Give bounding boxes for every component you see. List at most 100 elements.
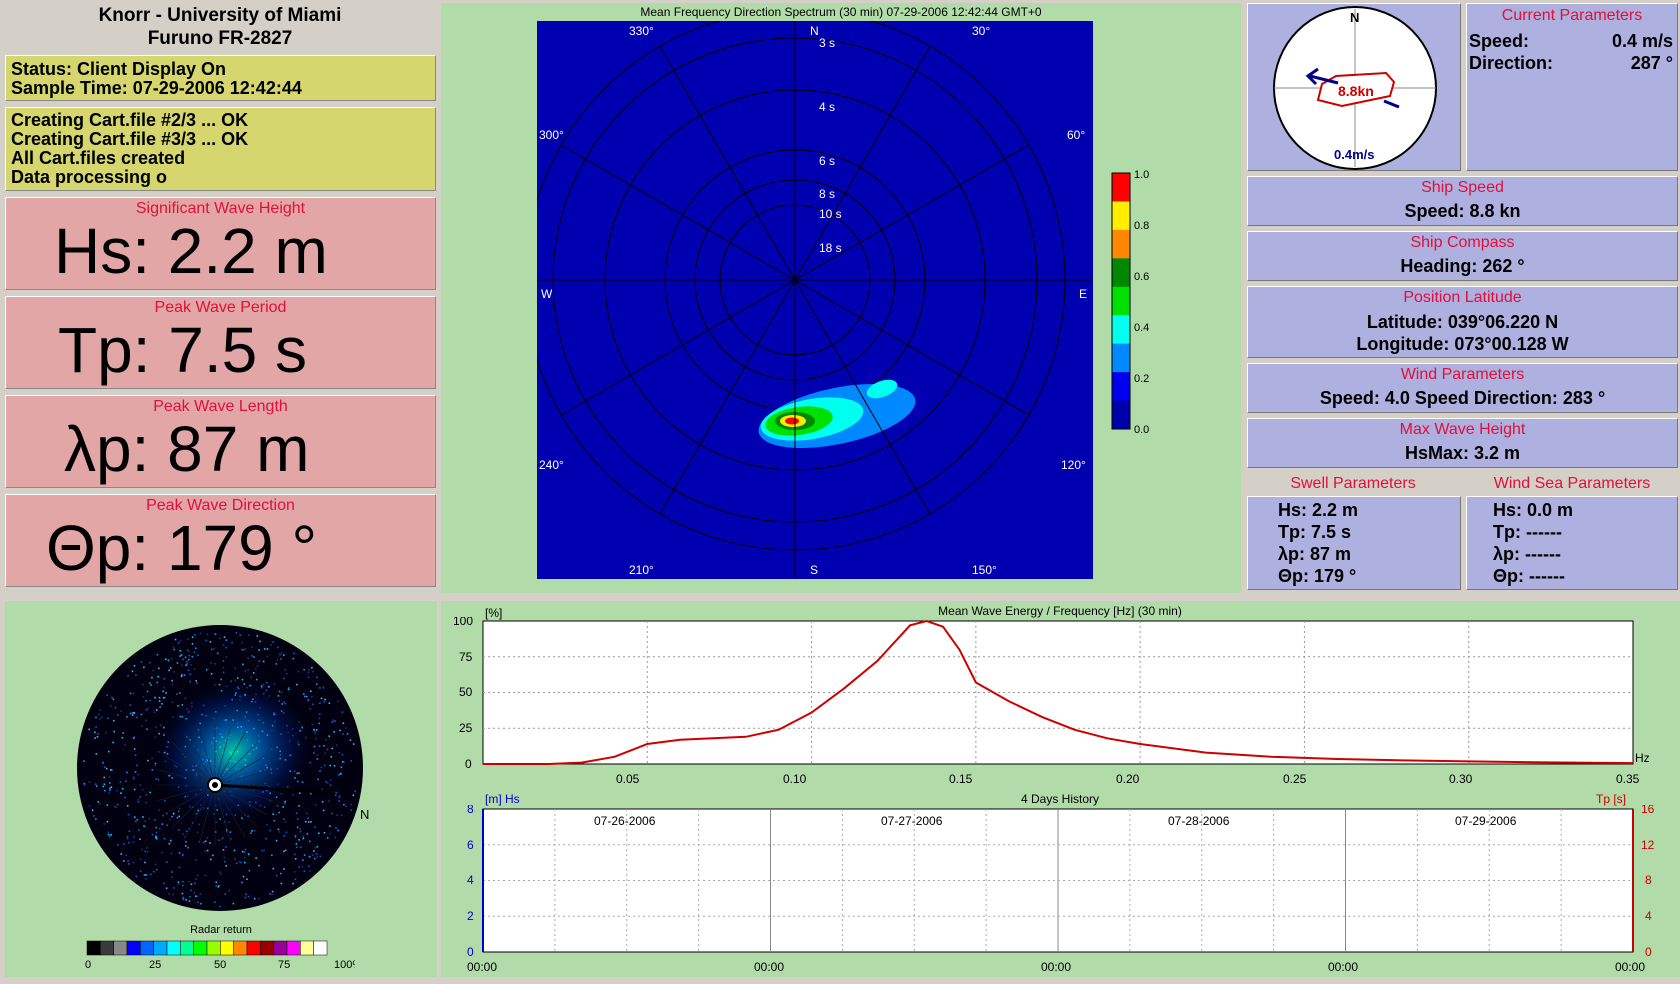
radar-speckle-dot — [143, 874, 146, 876]
radar-speckle-dot — [149, 661, 151, 664]
radar-speckle-dot — [294, 858, 297, 860]
radar-speckle-dot — [234, 858, 236, 860]
time-tick: 00:00 — [1615, 960, 1645, 974]
radar-speckle-dot — [139, 858, 142, 861]
radar-speckle-dot — [135, 674, 137, 676]
radar-speckle-dot — [126, 804, 129, 807]
radar-speckle-dot — [116, 803, 119, 806]
legend-tick: 75 — [278, 959, 290, 971]
angle-label: 30° — [972, 24, 990, 38]
radar-speckle-dot — [128, 863, 130, 865]
radar-speckle-dot — [318, 722, 320, 725]
radar-speckle-dot — [250, 676, 252, 679]
radar-speckle-dot — [169, 818, 171, 821]
legend-swatch — [126, 940, 141, 956]
radar-speckle-dot — [97, 713, 100, 716]
radar-speckle-dot — [311, 696, 313, 698]
radar-speckle-dot — [107, 717, 109, 720]
x-tick: 0.35 — [1616, 772, 1640, 786]
colorbar-swatch — [1112, 400, 1130, 430]
charts-panel: Mean Wave Energy / Frequency [Hz] (30 mi… — [441, 601, 1680, 977]
legend-tick: 0 — [85, 959, 91, 971]
radar-speckle-dot — [145, 878, 147, 880]
radar-speckle-dot — [103, 776, 106, 779]
radar-speckle-dot — [113, 730, 116, 733]
radar-speckle-dot — [305, 812, 308, 815]
radar-speckle-dot — [185, 661, 188, 663]
legend-swatch — [100, 940, 114, 956]
left-tick: 2 — [467, 909, 474, 923]
radar-speckle-dot — [88, 781, 91, 783]
radar-speckle-dot — [307, 676, 310, 678]
legend-tick: 25 — [149, 959, 161, 971]
radar-speckle-dot — [145, 801, 148, 804]
spectrum-spoke — [794, 45, 931, 281]
time-tick: 00:00 — [467, 960, 497, 974]
radar-speckle-dot — [146, 707, 149, 710]
radar-speckle-dot — [319, 702, 321, 704]
radar-speckle-dot — [302, 836, 305, 838]
current-speed-label: 0.4m/s — [1334, 147, 1374, 162]
radar-speckle-dot — [210, 673, 213, 675]
radar-speckle-dot — [280, 872, 282, 875]
x-unit: Hz — [1635, 751, 1650, 765]
colorbar-tick: 0.8 — [1134, 220, 1149, 232]
radar-speckle-dot — [313, 850, 315, 852]
period-label: 10 s — [819, 207, 842, 221]
radar-speckle-dot — [119, 781, 122, 783]
radar-speckle-dot — [217, 886, 219, 888]
radar-speckle-dot — [325, 738, 327, 741]
radar-speckle-dot — [223, 856, 226, 859]
legend-swatch — [86, 940, 101, 956]
radar-speckle-dot — [235, 631, 238, 634]
radar-speckle-dot — [255, 857, 257, 859]
radar-speckle-dot — [185, 840, 187, 843]
radar-speckle-dot — [272, 813, 274, 815]
radar-speckle-dot — [145, 719, 148, 722]
radar-speckle-dot — [310, 690, 312, 692]
radar-speckle-dot — [337, 700, 339, 703]
radar-speckle-dot — [282, 654, 285, 656]
radar-speckle-dot — [298, 866, 301, 868]
radar-speckle-dot — [184, 845, 187, 847]
radar-speckle-dot — [125, 854, 128, 857]
radar-speckle-dot — [299, 828, 301, 830]
radar-speckle-dot — [214, 901, 216, 903]
time-tick: 00:00 — [754, 960, 784, 974]
radar-speckle-dot — [269, 892, 271, 895]
radar-speckle-dot — [92, 815, 95, 817]
angle-label: 150° — [972, 563, 997, 577]
radar-speckle-dot — [283, 818, 285, 820]
radar-speckle-dot — [259, 640, 261, 643]
radar-speckle-dot — [315, 853, 318, 855]
radar-speckle-dot — [315, 683, 318, 686]
radar-speckle-dot — [117, 844, 119, 846]
radar-speckle-dot — [302, 781, 305, 784]
radar-speckle-dot — [273, 683, 276, 685]
radar-speckle-dot — [163, 837, 166, 840]
radar-speckle-dot — [155, 868, 158, 871]
radar-speckle-dot — [115, 806, 118, 808]
radar-speckle-dot — [279, 653, 281, 656]
radar-speckle-dot — [311, 666, 313, 669]
radar-speckle-dot — [142, 696, 145, 698]
radar-spoke — [214, 784, 231, 844]
radar-speckle-dot — [304, 695, 306, 698]
radar-speckle-dot — [168, 892, 170, 895]
radar-speckle-dot — [328, 735, 331, 737]
energy-chart-title: Mean Wave Energy / Frequency [Hz] (30 mi… — [938, 604, 1182, 618]
radar-speckle-dot — [171, 870, 173, 873]
radar-speckle-dot — [323, 764, 326, 767]
radar-speckle-dot — [266, 648, 269, 650]
radar-speckle-dot — [350, 809, 353, 812]
radar-speckle-dot — [182, 833, 184, 835]
radar-speckle-dot — [345, 805, 347, 808]
radar-speckle-dot — [184, 656, 187, 659]
radar-speckle-dot — [313, 745, 316, 748]
radar-speckle-dot — [129, 712, 132, 715]
legend-swatch — [286, 940, 301, 956]
station-title: Knorr - University of Miami Furuno FR-28… — [0, 4, 440, 50]
radar-speckle-dot — [137, 800, 140, 803]
radar-speckle-dot — [150, 684, 152, 686]
colorbar-swatch — [1112, 286, 1130, 316]
